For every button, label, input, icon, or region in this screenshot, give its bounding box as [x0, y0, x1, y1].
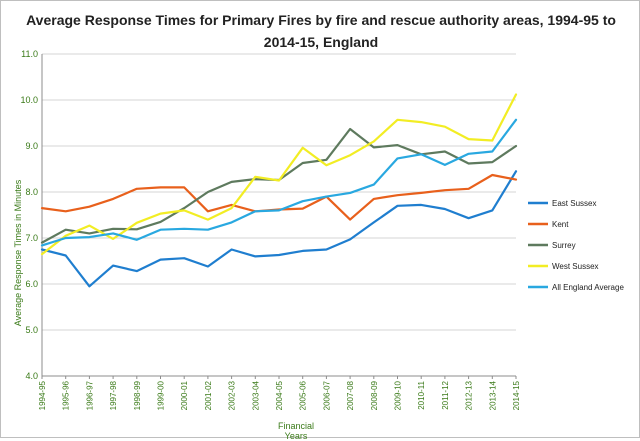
x-tick-label: 1995-96 [62, 380, 71, 410]
x-tick-label: 2013-14 [488, 380, 497, 410]
legend-label-kent: Kent [552, 220, 569, 229]
series-line-kent [40, 173, 518, 221]
x-tick-label: 1996-97 [85, 380, 94, 410]
series-line-east-sussex [40, 170, 518, 288]
y-tick-label: 4.0 [25, 371, 38, 381]
chart-title: Average Response Times for Primary Fires… [26, 12, 616, 50]
x-tick-label: 2008-09 [370, 380, 379, 410]
x-tick-label: 1997-98 [109, 380, 118, 410]
y-tick-label: 9.0 [25, 141, 38, 151]
x-tick-label: 2004-05 [275, 380, 284, 410]
y-tick-label: 11.0 [21, 49, 38, 59]
x-tick-label: 2000-01 [180, 380, 189, 410]
x-tick-label: 2010-11 [417, 380, 426, 409]
x-tick-label: 2014-15 [512, 380, 521, 410]
x-axis-label: Financial Years [277, 421, 315, 441]
x-tick-label: 1999-00 [157, 380, 166, 410]
legend-label-east-sussex: East Sussex [552, 199, 596, 208]
x-tick-label: 2012-13 [465, 380, 474, 410]
x-tick-label: 2009-10 [394, 380, 403, 410]
x-tick-label: 2003-04 [251, 380, 260, 410]
x-tick-label: 2007-08 [346, 380, 355, 410]
legend-label-all-england-average: All England Average [552, 283, 624, 292]
x-tick-label: 1998-99 [133, 380, 142, 410]
x-tick-label: 1994-95 [38, 380, 47, 410]
x-tick-label: 2011-12 [441, 380, 450, 409]
y-tick-label: 7.0 [25, 233, 38, 243]
x-tick-label: 2002-03 [228, 380, 237, 410]
legend-label-surrey: Surrey [552, 241, 576, 250]
series-line-west-sussex [40, 93, 518, 256]
y-tick-label: 6.0 [25, 279, 38, 289]
legend-label-west-sussex: West Sussex [552, 262, 599, 271]
x-tick-label: 2005-06 [299, 380, 308, 410]
y-tick-label: 10.0 [20, 95, 38, 105]
x-tick-label: 2001-02 [204, 380, 213, 410]
series-line-all-england-average [40, 118, 518, 247]
y-tick-label: 5.0 [25, 325, 38, 335]
y-tick-label: 8.0 [25, 187, 38, 197]
x-tick-label: 2006-07 [322, 380, 331, 410]
